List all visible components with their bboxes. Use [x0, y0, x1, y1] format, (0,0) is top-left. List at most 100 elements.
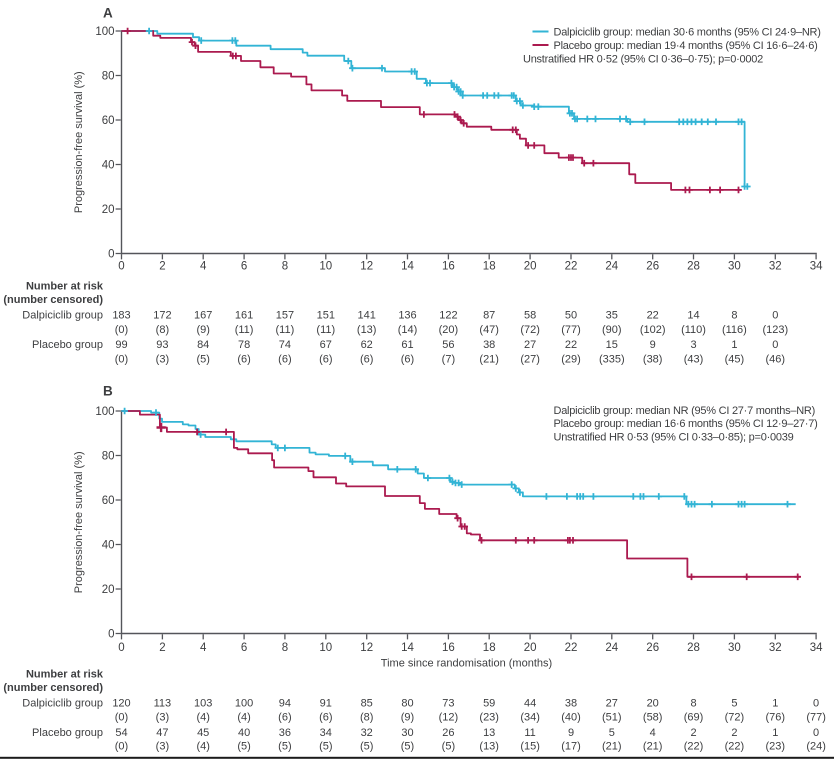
svg-text:(6): (6)	[278, 354, 291, 366]
svg-text:24: 24	[605, 642, 618, 654]
svg-text:28: 28	[687, 260, 700, 272]
svg-text:(0): (0)	[115, 741, 128, 753]
svg-text:8: 8	[731, 310, 737, 322]
svg-text:(12): (12)	[439, 711, 459, 723]
svg-text:2: 2	[159, 642, 165, 654]
svg-text:(45): (45)	[725, 354, 745, 366]
svg-text:(8): (8)	[156, 324, 169, 336]
svg-text:Dalpiciclib group: median NR (: Dalpiciclib group: median NR (95% CI 27·…	[554, 405, 816, 417]
svg-text:136: 136	[398, 310, 416, 322]
svg-text:122: 122	[439, 310, 457, 322]
svg-text:(11): (11)	[235, 324, 254, 336]
svg-text:80: 80	[102, 71, 115, 83]
svg-text:183: 183	[112, 310, 130, 322]
svg-text:Placebo group: median 16·6 mon: Placebo group: median 16·6 months (95% C…	[554, 418, 818, 430]
svg-text:34: 34	[810, 642, 823, 654]
svg-text:99: 99	[115, 339, 127, 351]
svg-text:20: 20	[647, 698, 659, 710]
svg-text:8: 8	[282, 642, 288, 654]
svg-text:2: 2	[159, 260, 165, 272]
svg-text:(0): (0)	[115, 354, 128, 366]
svg-text:(13): (13)	[357, 324, 377, 336]
svg-text:30: 30	[401, 727, 413, 739]
svg-text:12: 12	[360, 642, 373, 654]
svg-text:(58): (58)	[643, 711, 663, 723]
svg-text:151: 151	[317, 310, 335, 322]
svg-text:(15): (15)	[520, 741, 540, 753]
svg-text:15: 15	[606, 339, 618, 351]
svg-text:A: A	[103, 6, 113, 21]
svg-text:58: 58	[524, 310, 536, 322]
svg-text:Dalpiciclib group: Dalpiciclib group	[22, 310, 103, 322]
svg-text:(0): (0)	[115, 711, 128, 723]
svg-text:74: 74	[279, 339, 291, 351]
svg-text:0: 0	[108, 249, 114, 261]
svg-text:(46): (46)	[766, 354, 786, 366]
svg-text:6: 6	[241, 642, 247, 654]
svg-text:(43): (43)	[684, 354, 704, 366]
svg-text:14: 14	[401, 642, 414, 654]
svg-text:6: 6	[241, 260, 247, 272]
svg-text:(17): (17)	[561, 741, 581, 753]
svg-text:22: 22	[565, 339, 577, 351]
svg-text:(5): (5)	[196, 354, 209, 366]
svg-text:167: 167	[194, 310, 212, 322]
svg-text:(24): (24)	[806, 741, 826, 753]
svg-text:16: 16	[442, 642, 455, 654]
svg-text:60: 60	[102, 115, 115, 127]
svg-text:100: 100	[95, 406, 114, 418]
svg-text:1: 1	[772, 727, 778, 739]
svg-text:B: B	[103, 384, 113, 399]
svg-text:56: 56	[442, 339, 454, 351]
svg-text:80: 80	[102, 451, 115, 463]
svg-text:59: 59	[483, 698, 495, 710]
svg-text:(3): (3)	[156, 354, 169, 366]
svg-text:(9): (9)	[196, 324, 209, 336]
svg-text:50: 50	[565, 310, 577, 322]
svg-text:13: 13	[483, 727, 495, 739]
svg-text:40: 40	[102, 540, 115, 552]
svg-text:(5): (5)	[401, 741, 414, 753]
svg-text:(72): (72)	[520, 324, 540, 336]
svg-text:78: 78	[238, 339, 250, 351]
svg-text:(27): (27)	[520, 354, 540, 366]
svg-text:(6): (6)	[278, 711, 291, 723]
svg-text:113: 113	[154, 698, 172, 710]
svg-text:100: 100	[95, 26, 114, 38]
svg-text:8: 8	[690, 698, 696, 710]
svg-text:Number at risk: Number at risk	[26, 669, 104, 681]
svg-text:(69): (69)	[684, 711, 704, 723]
svg-text:11: 11	[524, 727, 535, 739]
svg-text:120: 120	[112, 698, 130, 710]
svg-text:2: 2	[731, 727, 737, 739]
svg-text:4: 4	[200, 642, 207, 654]
svg-text:28: 28	[687, 642, 700, 654]
svg-text:Time since randomisation (mont: Time since randomisation (months)	[381, 658, 552, 670]
svg-text:0: 0	[772, 339, 778, 351]
svg-text:141: 141	[358, 310, 376, 322]
svg-text:0: 0	[813, 727, 819, 739]
svg-text:34: 34	[320, 727, 332, 739]
svg-text:(335): (335)	[599, 354, 625, 366]
svg-text:32: 32	[769, 642, 782, 654]
svg-text:(4): (4)	[196, 711, 209, 723]
svg-text:5: 5	[609, 727, 615, 739]
svg-text:Progression-free survival (%): Progression-free survival (%)	[73, 71, 85, 213]
svg-text:(102): (102)	[640, 324, 666, 336]
svg-text:(8): (8)	[360, 711, 373, 723]
svg-text:(3): (3)	[156, 741, 169, 753]
svg-text:161: 161	[235, 310, 253, 322]
svg-text:67: 67	[320, 339, 332, 351]
svg-text:Placebo group: median 19·4 mon: Placebo group: median 19·4 months (95% C…	[554, 40, 818, 52]
svg-text:47: 47	[156, 727, 168, 739]
svg-text:(20): (20)	[439, 324, 459, 336]
svg-text:0: 0	[118, 260, 124, 272]
svg-text:(22): (22)	[684, 741, 704, 753]
svg-text:(5): (5)	[237, 741, 250, 753]
svg-text:1: 1	[772, 698, 778, 710]
svg-text:(6): (6)	[319, 354, 332, 366]
svg-text:(29): (29)	[561, 354, 581, 366]
svg-text:(3): (3)	[156, 711, 169, 723]
svg-text:(90): (90)	[602, 324, 622, 336]
svg-text:(23): (23)	[479, 711, 499, 723]
